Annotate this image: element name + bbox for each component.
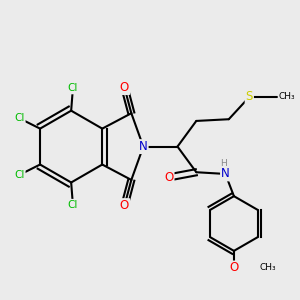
Text: H: H (220, 159, 227, 168)
Text: N: N (139, 140, 148, 153)
Text: Cl: Cl (68, 83, 78, 93)
Text: O: O (120, 81, 129, 94)
Text: Cl: Cl (14, 113, 25, 123)
Text: S: S (246, 91, 253, 103)
Text: N: N (221, 167, 230, 180)
Text: Cl: Cl (68, 200, 78, 210)
Text: O: O (120, 199, 129, 212)
Text: O: O (229, 262, 239, 275)
Text: O: O (164, 171, 174, 184)
Text: CH₃: CH₃ (278, 92, 295, 101)
Text: Cl: Cl (14, 170, 25, 180)
Text: CH₃: CH₃ (260, 263, 276, 272)
